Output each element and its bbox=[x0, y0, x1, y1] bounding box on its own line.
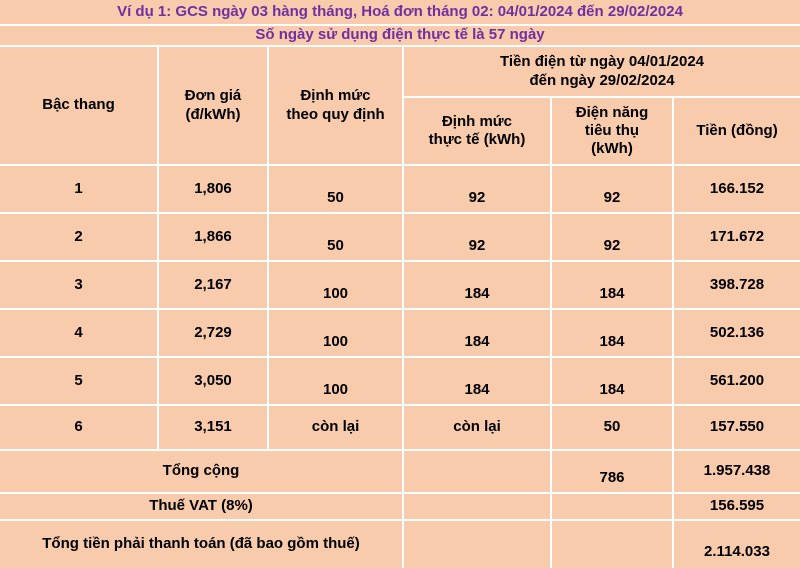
cell-dien-nang-tieu-thu: 184 bbox=[550, 308, 674, 358]
table-row: 3 2,167 100 184 184 398.728 bbox=[0, 260, 800, 310]
header-don-gia: Đơn giá (đ/kWh) bbox=[157, 45, 269, 166]
cell-dien-nang-tieu-thu: 50 bbox=[550, 404, 674, 451]
cell-don-gia: 3,151 bbox=[157, 404, 269, 451]
cell-dinh-muc-quy-dinh: 100 bbox=[267, 356, 404, 406]
header-row-group: Bậc thang Đơn giá (đ/kWh) Định mức theo … bbox=[0, 45, 800, 166]
table-row: 6 3,151 còn lại còn lại 50 157.550 bbox=[0, 404, 800, 451]
cell-dinh-muc-thuc-te: 92 bbox=[402, 212, 552, 262]
cell-don-gia: 1,866 bbox=[157, 212, 269, 262]
header-tien-dien-group: Tiền điện từ ngày 04/01/2024 đến ngày 29… bbox=[401, 45, 800, 98]
banner-subtitle: Số ngày sử dụng điện thực tế là 57 ngày bbox=[0, 24, 800, 47]
cell-dinh-muc-quy-dinh: 100 bbox=[267, 308, 404, 358]
cell-don-gia: 2,729 bbox=[157, 308, 269, 358]
cell-bac: 4 bbox=[0, 308, 159, 358]
cell-dien-nang-tieu-thu: 184 bbox=[550, 356, 674, 406]
banner-title: Ví dụ 1: GCS ngày 03 hàng tháng, Hoá đơn… bbox=[0, 0, 800, 26]
cell-don-gia: 1,806 bbox=[157, 164, 269, 214]
cell-dinh-muc-thuc-te: 184 bbox=[402, 356, 552, 406]
header-dien-nang-tieu-thu: Điện năng tiêu thụ (kWh) bbox=[550, 96, 674, 166]
cell-bac: 5 bbox=[0, 356, 159, 406]
cell-bac: 3 bbox=[0, 260, 159, 310]
cell-dinh-muc-quy-dinh: 100 bbox=[267, 260, 404, 310]
table-row: 4 2,729 100 184 184 502.136 bbox=[0, 308, 800, 358]
cell-tien: 398.728 bbox=[671, 260, 800, 310]
header-dinh-muc-thuc-te: Định mức thực tế (kWh) bbox=[402, 96, 552, 166]
header-bac-thang: Bậc thang bbox=[0, 45, 159, 166]
cell-empty bbox=[550, 519, 674, 568]
table-row: 2 1,866 50 92 92 171.672 bbox=[0, 212, 800, 262]
cell-dinh-muc-quy-dinh: 50 bbox=[267, 164, 404, 214]
cell-tien: 157.550 bbox=[671, 404, 800, 451]
cell-dinh-muc-thuc-te: 184 bbox=[402, 308, 552, 358]
cell-tien: 561.200 bbox=[671, 356, 800, 406]
header-tien: Tiền (đồng) bbox=[671, 96, 800, 166]
cell-tien: 502.136 bbox=[671, 308, 800, 358]
cell-bac: 1 bbox=[0, 164, 159, 214]
cell-vat-tien: 156.595 bbox=[671, 492, 800, 521]
summary-row-total-kwh: Tổng cộng 786 1.957.438 bbox=[0, 449, 800, 494]
cell-dinh-muc-thuc-te: còn lại bbox=[402, 404, 552, 451]
cell-dinh-muc-thuc-te: 184 bbox=[402, 260, 552, 310]
cell-dien-nang-tieu-thu: 92 bbox=[550, 212, 674, 262]
cell-dinh-muc-thuc-te: 92 bbox=[402, 164, 552, 214]
banner-row-2: Số ngày sử dụng điện thực tế là 57 ngày bbox=[0, 24, 800, 47]
cell-tong-cong-tien: 1.957.438 bbox=[671, 449, 800, 494]
cell-dinh-muc-quy-dinh: 50 bbox=[267, 212, 404, 262]
cell-tien: 166.152 bbox=[671, 164, 800, 214]
summary-row-grand-total: Tổng tiền phải thanh toán (đã bao gồm th… bbox=[0, 519, 800, 568]
cell-don-gia: 3,050 bbox=[157, 356, 269, 406]
header-row-sub: Định mức thực tế (kWh) Điện năng tiêu th… bbox=[0, 96, 800, 166]
banner-row-1: Ví dụ 1: GCS ngày 03 hàng tháng, Hoá đơn… bbox=[0, 0, 800, 26]
cell-empty bbox=[402, 492, 552, 521]
cell-bac: 6 bbox=[0, 404, 159, 451]
table-row: 1 1,806 50 92 92 166.152 bbox=[0, 164, 800, 214]
cell-empty bbox=[402, 449, 552, 494]
cell-tien: 171.672 bbox=[671, 212, 800, 262]
cell-dinh-muc-quy-dinh: còn lại bbox=[267, 404, 404, 451]
cell-dien-nang-tieu-thu: 184 bbox=[550, 260, 674, 310]
cell-tong-tien: 2.114.033 bbox=[671, 519, 800, 568]
header-dinh-muc-quy-dinh: Định mức theo quy định bbox=[267, 45, 404, 166]
table-row: 5 3,050 100 184 184 561.200 bbox=[0, 356, 800, 406]
cell-empty bbox=[550, 492, 674, 521]
cell-tong-cong-kwh: 786 bbox=[550, 449, 674, 494]
label-tong-tien: Tổng tiền phải thanh toán (đã bao gồm th… bbox=[0, 519, 404, 568]
cell-dien-nang-tieu-thu: 92 bbox=[550, 164, 674, 214]
label-tong-cong: Tổng cộng bbox=[0, 449, 404, 494]
cell-don-gia: 2,167 bbox=[157, 260, 269, 310]
cell-bac: 2 bbox=[0, 212, 159, 262]
cell-empty bbox=[402, 519, 552, 568]
label-thue-vat: Thuế VAT (8%) bbox=[0, 492, 404, 521]
summary-row-vat: Thuế VAT (8%) 156.595 bbox=[0, 492, 800, 521]
